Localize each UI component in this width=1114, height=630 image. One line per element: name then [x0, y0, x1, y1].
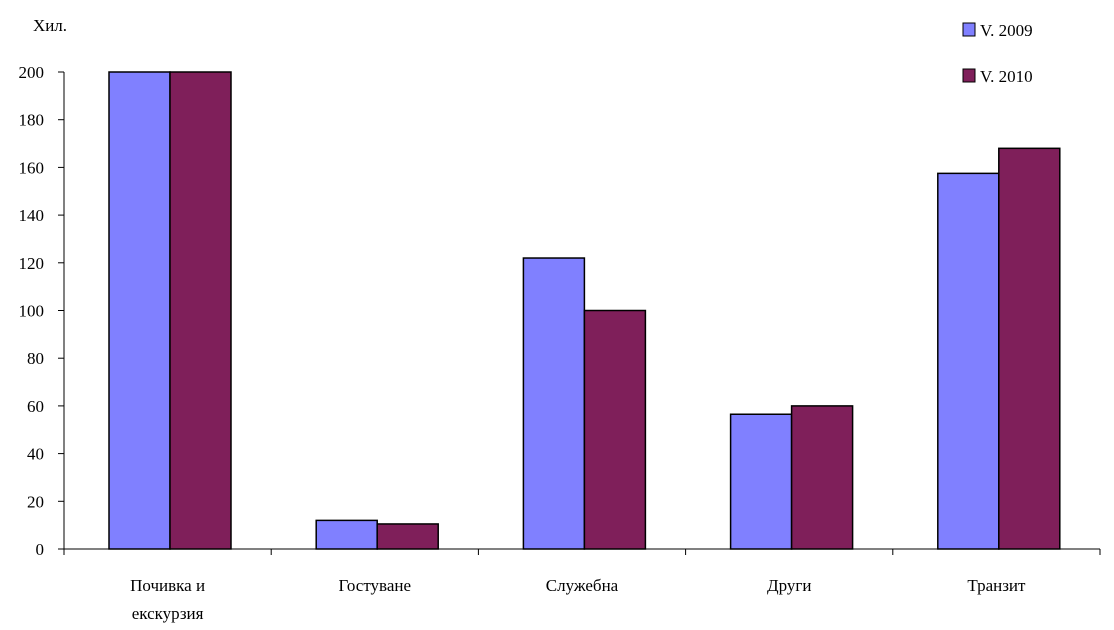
y-tick-label: 0: [36, 540, 45, 559]
bars-layer: [108, 71, 1061, 550]
y-tick-label: 20: [27, 492, 44, 511]
y-axis-title: Хил.: [33, 16, 67, 35]
y-tick-label: 120: [19, 254, 45, 273]
legend-swatch-1: [962, 22, 976, 37]
y-tick-label: 200: [19, 63, 45, 82]
y-tick-label: 100: [19, 302, 45, 321]
x-category-label: Други: [767, 576, 811, 595]
legend: V. 2009 V. 2010: [962, 21, 1033, 86]
x-category-label: Почивка и екскурзия: [130, 576, 205, 623]
y-tick-label: 40: [27, 445, 44, 464]
legend-label-2: V. 2010: [980, 67, 1033, 86]
legend-label-1: V. 2009: [980, 21, 1033, 40]
axes-layer: [58, 71, 1101, 555]
x-category-label: Транзит: [967, 576, 1026, 595]
labels-layer: 0 20 40 60 80 100 120 140 160 180 200 Почивка и екск…: [19, 16, 1027, 623]
y-tick-label: 140: [19, 206, 45, 225]
bar-series1-cat4: [729, 413, 793, 550]
x-category-label: Гостуване: [339, 576, 412, 595]
y-tick-label: 180: [19, 111, 45, 130]
bar-series2-cat3: [583, 309, 647, 550]
bar-series1-cat1: [108, 71, 171, 550]
x-category-label: Служебна: [546, 576, 619, 595]
y-tick-label: 60: [27, 397, 44, 416]
bar-series1-cat2: [315, 519, 378, 550]
bar-series2-cat1: [169, 71, 232, 550]
y-tick-label: 80: [27, 349, 44, 368]
bar-series2-cat5: [998, 147, 1061, 550]
bar-series1-cat5: [937, 172, 1000, 550]
bar-series2-cat4: [790, 405, 854, 550]
bar-series1-cat3: [522, 257, 586, 550]
bar-series2-cat2: [376, 523, 439, 550]
legend-swatch-2: [962, 68, 976, 83]
y-tick-label: 160: [19, 158, 45, 177]
